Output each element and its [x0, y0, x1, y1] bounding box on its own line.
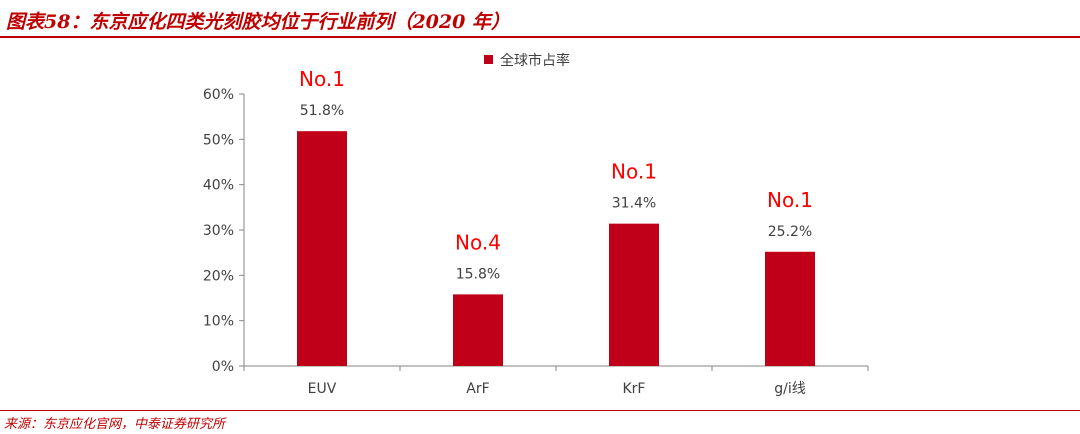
x-tick-label: KrF: [623, 381, 646, 397]
bar-chart: 0% 10% 20% 30% 40% 50% 60% 51.8% No.1 EUV 15.8% No.…: [203, 52, 869, 397]
bar: [453, 294, 503, 366]
y-tick-label: 50%: [203, 132, 234, 148]
source-divider: [0, 410, 1080, 411]
rank-annotation: No.1: [299, 67, 345, 91]
data-label: 15.8%: [456, 266, 500, 282]
y-tick-label: 0%: [212, 359, 234, 375]
data-label: 25.2%: [768, 224, 812, 240]
y-tick-label: 60%: [203, 87, 234, 103]
title-bar: 图表58：东京应化四类光刻胶均位于行业前列（2020 年）: [0, 0, 1080, 38]
bar: [297, 131, 347, 366]
x-tick-label: EUV: [308, 381, 337, 397]
data-label: 51.8%: [300, 103, 344, 119]
bar: [765, 251, 815, 366]
rank-annotation: No.1: [611, 160, 657, 184]
figure-title: 图表58：东京应化四类光刻胶均位于行业前列（2020 年）: [6, 11, 510, 33]
y-tick-label: 20%: [203, 268, 234, 284]
data-label: 31.4%: [612, 196, 656, 212]
x-tick-label: g/i线: [774, 381, 806, 397]
x-tick-label: ArF: [466, 381, 489, 397]
rank-annotation: No.1: [767, 188, 813, 212]
legend-label: 全球市占率: [500, 52, 570, 69]
y-tick-label: 30%: [203, 223, 234, 239]
legend-swatch: [484, 55, 493, 64]
y-tick-label: 40%: [203, 178, 234, 194]
source-note: 来源：东京应化官网，中泰证券研究所: [4, 417, 226, 432]
rank-annotation: No.4: [455, 230, 501, 254]
y-tick-label: 10%: [203, 314, 234, 330]
bar: [609, 223, 659, 366]
